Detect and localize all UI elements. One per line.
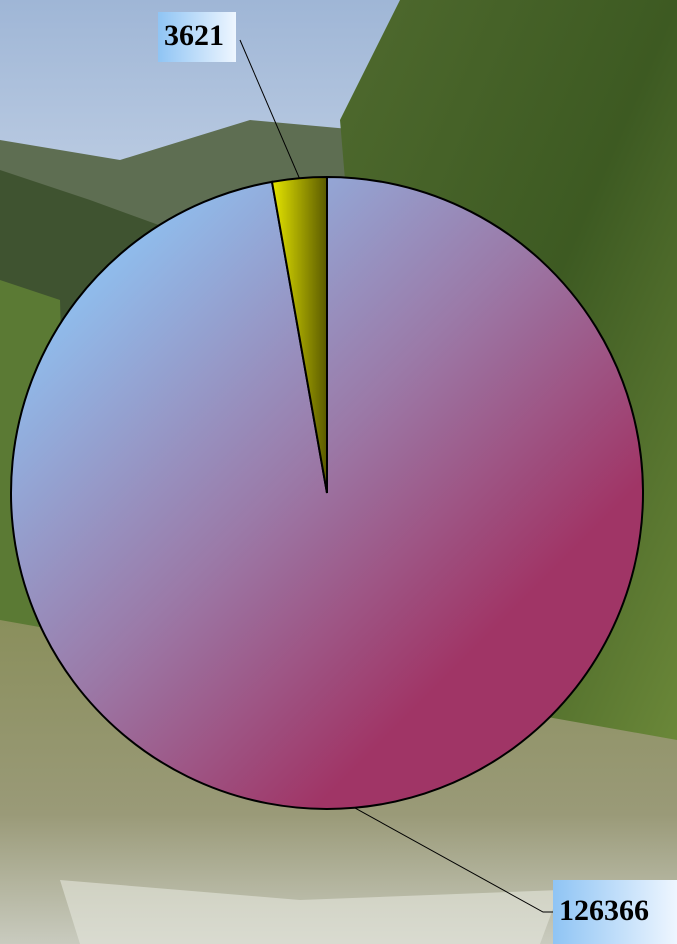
page: 1263663621 (() => { const data = JSON.pa… (0, 0, 677, 944)
data-label: 3621 (164, 19, 224, 52)
chart: 126366 3621 (0, 0, 677, 944)
data-label: 126366 (559, 894, 649, 927)
